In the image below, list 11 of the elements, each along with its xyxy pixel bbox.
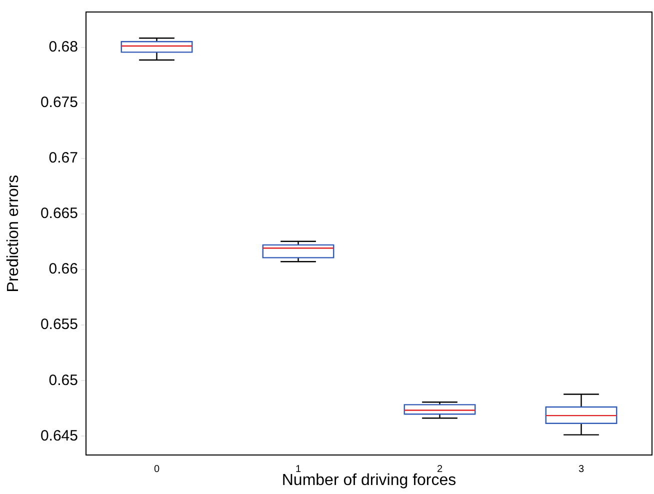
y-tick-label: 0.675 xyxy=(40,94,78,112)
y-tick-label: 0.665 xyxy=(40,205,78,222)
y-tick-label: 0.645 xyxy=(40,427,78,444)
y-tick-label: 0.655 xyxy=(40,316,78,334)
y-tick-label: 0.66 xyxy=(48,260,78,278)
x-tick-label: 0 xyxy=(154,464,160,475)
y-tick-label: 0.67 xyxy=(48,150,78,167)
y-axis-title: Prediction errors xyxy=(5,174,22,292)
x-tick-label: 3 xyxy=(578,464,584,475)
y-tick-label: 0.65 xyxy=(48,372,78,389)
y-tick-label: 0.68 xyxy=(48,38,78,56)
